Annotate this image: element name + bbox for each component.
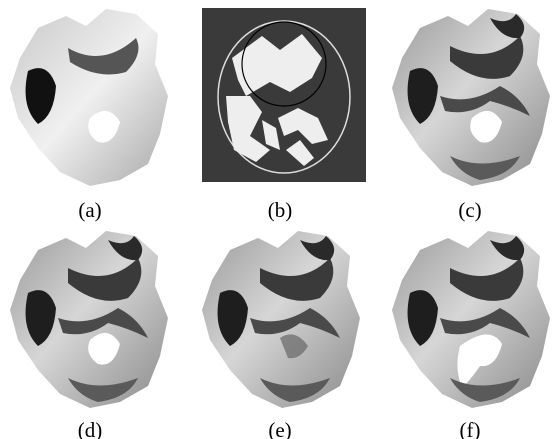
panel-label: (a) xyxy=(78,198,101,222)
panel-label: (b) xyxy=(268,198,293,222)
panel-a xyxy=(10,9,168,186)
panel-c xyxy=(392,9,550,186)
panel-d xyxy=(10,231,168,408)
panel-f xyxy=(392,231,550,408)
figure: (a) (b) (c) (d) (e) (f) xyxy=(0,0,552,439)
panel-label: (c) xyxy=(458,198,481,222)
panel-b xyxy=(202,8,366,182)
panel-label: (f) xyxy=(460,418,481,439)
panel-label: (e) xyxy=(268,418,291,439)
panel-label: (d) xyxy=(78,418,103,439)
panel-e xyxy=(202,231,360,408)
page: (a) (b) (c) (d) (e) (f) (() => { const d… xyxy=(0,0,552,439)
slice-background xyxy=(202,8,366,182)
